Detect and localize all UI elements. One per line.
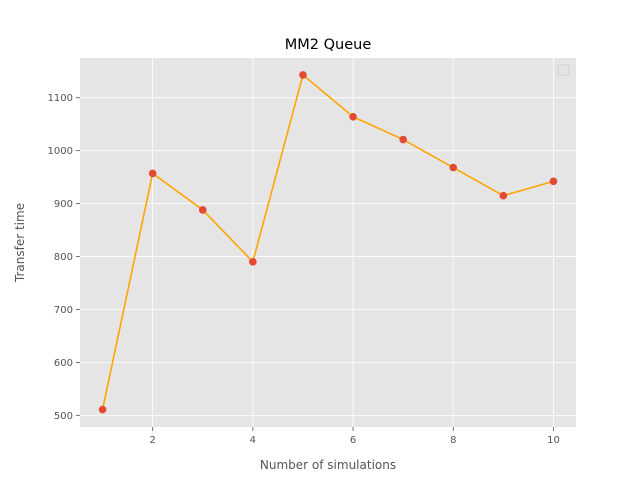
y-tick-label: 500 <box>54 411 73 422</box>
x-tick-label: 4 <box>250 435 256 446</box>
plot-area <box>80 58 576 427</box>
data-point <box>349 112 357 121</box>
series-line <box>101 74 554 410</box>
y-axis-label: Transfer time <box>13 203 27 283</box>
y-tick-label: 900 <box>54 199 73 210</box>
x-axis-label: Number of simulations <box>260 458 396 472</box>
x-tick-label: 6 <box>350 435 356 446</box>
series-layer <box>98 71 558 414</box>
y-tick-label: 800 <box>54 252 73 263</box>
data-point <box>449 163 458 172</box>
x-tick-label: 2 <box>149 435 155 446</box>
data-point <box>249 258 257 266</box>
ticks-layer: 2 4 6 8 10 500 600 700 800 900 1000 1100 <box>48 93 560 446</box>
data-point <box>198 206 207 214</box>
data-point <box>148 169 157 178</box>
data-point <box>399 135 407 144</box>
y-tick-label: 1100 <box>48 93 73 104</box>
data-point <box>499 191 508 200</box>
y-tick-label: 1000 <box>48 146 73 157</box>
x-tick-label: 8 <box>450 435 456 446</box>
data-point <box>98 405 107 414</box>
y-tick-label: 600 <box>54 358 73 369</box>
legend-box <box>557 64 570 76</box>
chart-title: MM2 Queue <box>285 37 372 53</box>
data-point <box>549 177 558 186</box>
y-tick-label: 700 <box>54 305 73 316</box>
x-tick-label: 10 <box>547 435 560 446</box>
data-point <box>299 71 307 79</box>
